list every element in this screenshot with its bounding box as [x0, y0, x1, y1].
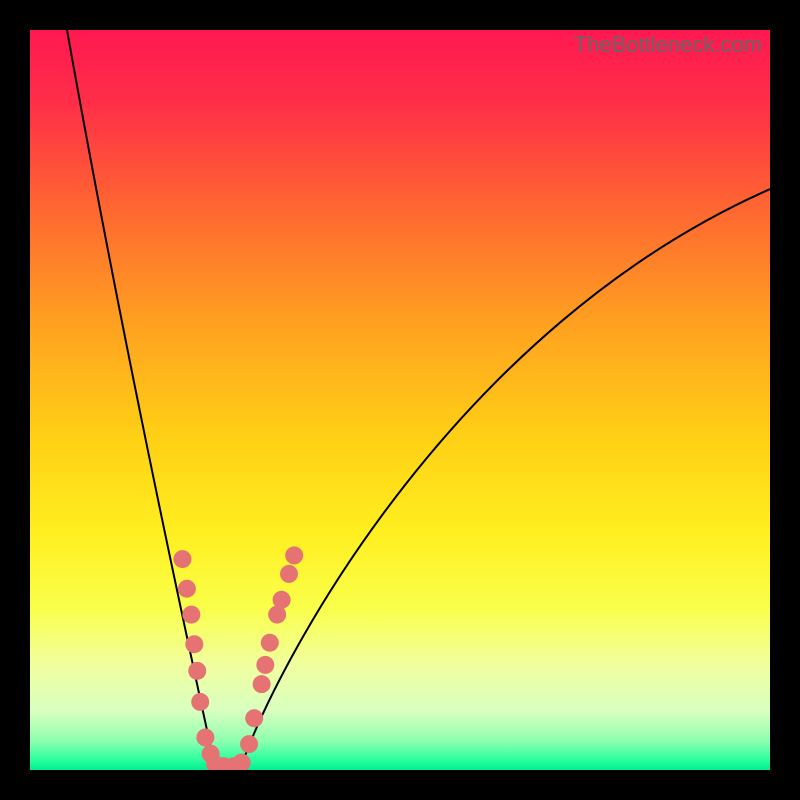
curve-marker: [173, 550, 191, 568]
curve-marker: [261, 634, 279, 652]
curve-marker: [256, 656, 274, 674]
watermark-text: TheBottleneck.com: [574, 32, 762, 58]
curve-marker: [245, 709, 263, 727]
marker-group: [173, 546, 303, 770]
curve-marker: [196, 728, 214, 746]
curve-marker: [253, 675, 271, 693]
chart-root: TheBottleneck.com: [0, 0, 800, 800]
plot-area: TheBottleneck.com: [30, 30, 770, 770]
curve-marker: [185, 635, 203, 653]
curve-marker: [191, 693, 209, 711]
bottleneck-curve: [67, 30, 770, 767]
curve-marker: [233, 754, 251, 770]
chart-overlay: [30, 30, 770, 770]
curve-marker: [240, 735, 258, 753]
curve-marker: [273, 591, 291, 609]
curve-marker: [280, 565, 298, 583]
curve-marker: [285, 546, 303, 564]
curve-marker: [178, 580, 196, 598]
curve-marker: [188, 662, 206, 680]
curve-marker: [182, 606, 200, 624]
